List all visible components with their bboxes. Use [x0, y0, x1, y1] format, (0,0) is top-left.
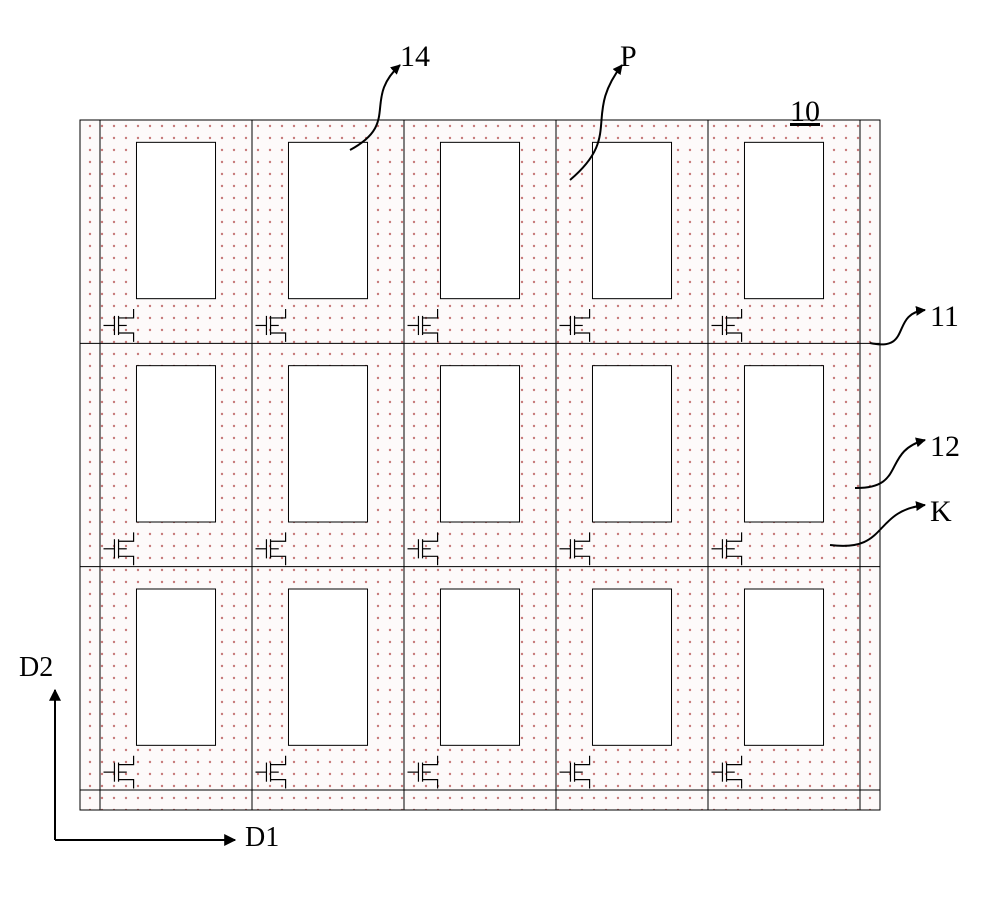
- label-10: 10: [790, 95, 820, 129]
- label-12: 12: [930, 430, 960, 464]
- pixel-aperture: [744, 589, 823, 745]
- pixel-aperture: [744, 142, 823, 298]
- pixel-aperture: [744, 366, 823, 522]
- label-K: K: [930, 495, 952, 529]
- pixel-aperture: [288, 589, 367, 745]
- pixel-aperture: [592, 366, 671, 522]
- label-14: 14: [400, 40, 430, 74]
- pixel-aperture: [136, 142, 215, 298]
- pixel-aperture: [592, 589, 671, 745]
- axis-d2-label: D2: [19, 652, 53, 684]
- pixel-aperture: [440, 589, 519, 745]
- pixel-array-diagram: [0, 0, 1000, 898]
- pixel-aperture: [136, 366, 215, 522]
- label-11: 11: [930, 300, 959, 334]
- axis-d1-label: D1: [245, 822, 279, 854]
- pixel-aperture: [592, 142, 671, 298]
- label-P: P: [620, 40, 637, 74]
- pixel-aperture: [136, 589, 215, 745]
- pixel-aperture: [288, 366, 367, 522]
- pixel-aperture: [440, 366, 519, 522]
- pixel-aperture: [440, 142, 519, 298]
- pixel-aperture: [288, 142, 367, 298]
